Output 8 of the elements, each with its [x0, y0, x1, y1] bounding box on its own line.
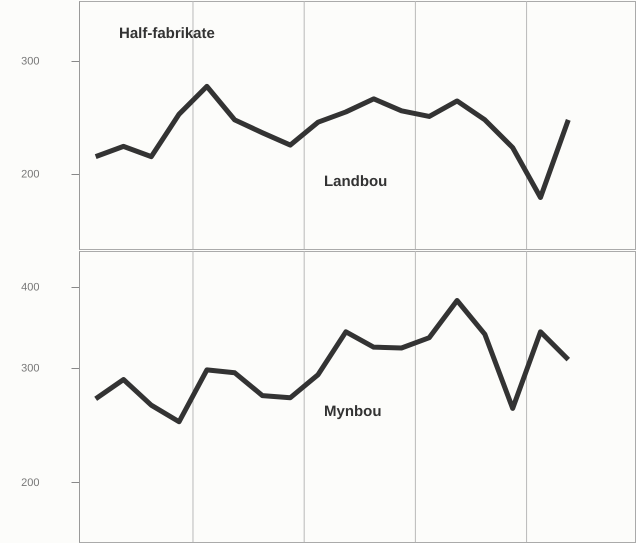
y-tick-label: 400: [21, 281, 40, 294]
text: Half-fabrikate: [119, 25, 215, 42]
y-tick-label: 300: [21, 56, 40, 68]
y-tick-label: 200: [21, 476, 40, 489]
series-label: Mynbou: [324, 403, 382, 420]
y-tick-label: 300: [21, 362, 40, 374]
text: Landbou: [324, 173, 388, 190]
y-tick-label: 200: [21, 168, 40, 181]
